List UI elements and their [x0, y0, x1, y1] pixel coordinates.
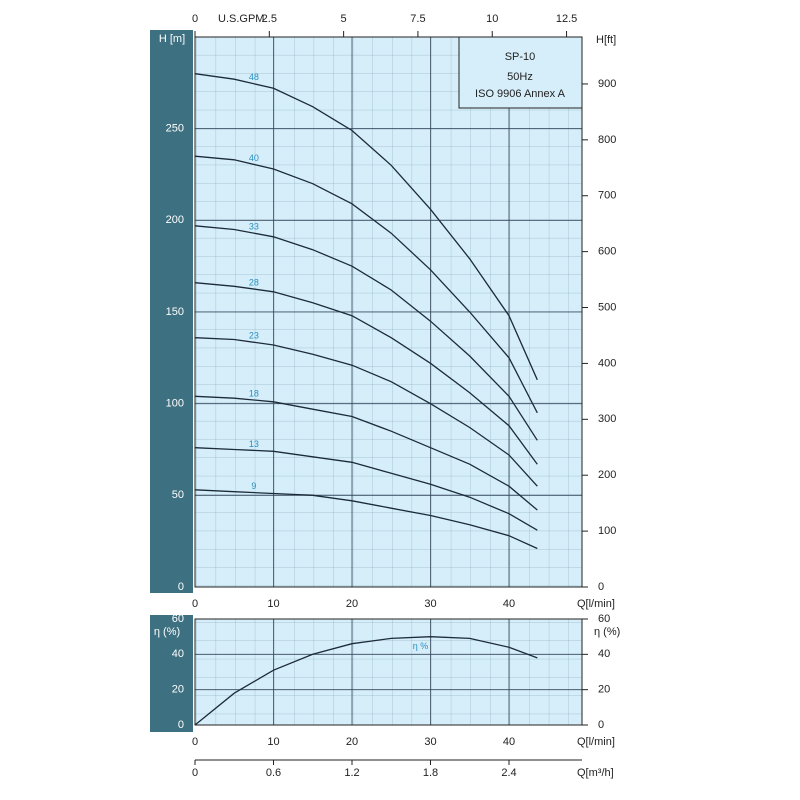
x-axis-label: Q[l/min] — [577, 736, 615, 748]
plot-border — [194, 36, 583, 588]
curve-label: 9 — [251, 481, 256, 491]
x3-tick-label: 0 — [192, 767, 198, 779]
curve-label: 33 — [249, 222, 259, 232]
info-box — [458, 36, 583, 109]
curve-label: 28 — [249, 277, 259, 287]
y2-tick-label: 40 — [598, 648, 610, 660]
curve — [194, 337, 538, 487]
left-panel — [150, 615, 193, 732]
x-tick-label: 0 — [192, 736, 198, 748]
curve — [194, 73, 538, 381]
curve-label: η % — [413, 641, 429, 651]
y-tick-label: 0 — [178, 719, 184, 731]
y-tick-label: 20 — [172, 684, 184, 696]
x-tick-label: 40 — [503, 598, 515, 610]
curve-label: 18 — [249, 388, 259, 398]
x-tick-label: 20 — [346, 736, 358, 748]
y2-tick-label: 800 — [598, 134, 616, 146]
x-tick-label: 10 — [267, 736, 279, 748]
x2-tick-label: 10 — [486, 13, 498, 25]
y-axis-label: η (%) — [154, 626, 180, 638]
y-tick-label: 0 — [178, 581, 184, 593]
y2-tick-label: 0 — [598, 719, 604, 731]
y2-axis-label: η (%) — [594, 626, 620, 638]
y2-tick-label: 200 — [598, 469, 616, 481]
curve-label: 23 — [249, 331, 259, 341]
x2-tick-label: 5 — [341, 13, 347, 25]
y-tick-label: 60 — [172, 613, 184, 625]
y-tick-label: 250 — [166, 123, 184, 135]
y-tick-label: 50 — [172, 489, 184, 501]
chart-subtitle: 50Hz — [507, 71, 533, 83]
x3-axis-label: Q[m³/h] — [577, 767, 614, 779]
curve — [194, 447, 538, 531]
y-tick-label: 40 — [172, 648, 184, 660]
y2-tick-label: 0 — [598, 581, 604, 593]
x2-tick-label: 7.5 — [410, 13, 425, 25]
curve — [194, 155, 538, 414]
x-tick-label: 0 — [192, 598, 198, 610]
curve — [194, 282, 538, 465]
curve-label: 48 — [249, 72, 259, 82]
y2-tick-label: 300 — [598, 413, 616, 425]
y-tick-label: 100 — [166, 398, 184, 410]
minor-grid — [195, 619, 582, 725]
x3-tick-label: 2.4 — [501, 767, 516, 779]
x2-tick-label: 2.5 — [262, 13, 277, 25]
curve-label: 13 — [249, 439, 259, 449]
chart-title: SP-10 — [505, 51, 536, 63]
y2-tick-label: 700 — [598, 190, 616, 202]
y2-tick-label: 900 — [598, 78, 616, 90]
y-axis-label: H [m] — [159, 33, 185, 45]
x-axis-label: Q[l/min] — [577, 598, 615, 610]
x3-tick-label: 1.2 — [344, 767, 359, 779]
y-tick-label: 150 — [166, 306, 184, 318]
x3-tick-label: 0.6 — [266, 767, 281, 779]
curve — [194, 395, 538, 511]
y2-tick-label: 100 — [598, 525, 616, 537]
x2-tick-label: 0 — [192, 13, 198, 25]
plot-border — [194, 618, 583, 726]
y2-tick-label: 60 — [598, 613, 610, 625]
curve-label: 40 — [249, 153, 259, 163]
x3-tick-label: 1.8 — [423, 767, 438, 779]
x2-tick-label: 12.5 — [556, 13, 577, 25]
curve — [194, 636, 538, 726]
x-tick-label: 20 — [346, 598, 358, 610]
x-tick-label: 30 — [424, 598, 436, 610]
y2-axis-label: H[ft] — [596, 34, 616, 46]
annotation: ISO 9906 Annex A — [475, 88, 566, 100]
y2-tick-label: 20 — [598, 684, 610, 696]
x-tick-label: 40 — [503, 736, 515, 748]
y2-tick-label: 500 — [598, 301, 616, 313]
y2-tick-label: 600 — [598, 246, 616, 258]
curve — [194, 489, 538, 550]
y-tick-label: 200 — [166, 214, 184, 226]
x-tick-label: 30 — [424, 736, 436, 748]
left-panel — [150, 30, 193, 593]
x-tick-label: 10 — [267, 598, 279, 610]
x2-axis-label: U.S.GPM — [218, 13, 264, 25]
curve — [194, 225, 538, 441]
y2-tick-label: 400 — [598, 357, 616, 369]
